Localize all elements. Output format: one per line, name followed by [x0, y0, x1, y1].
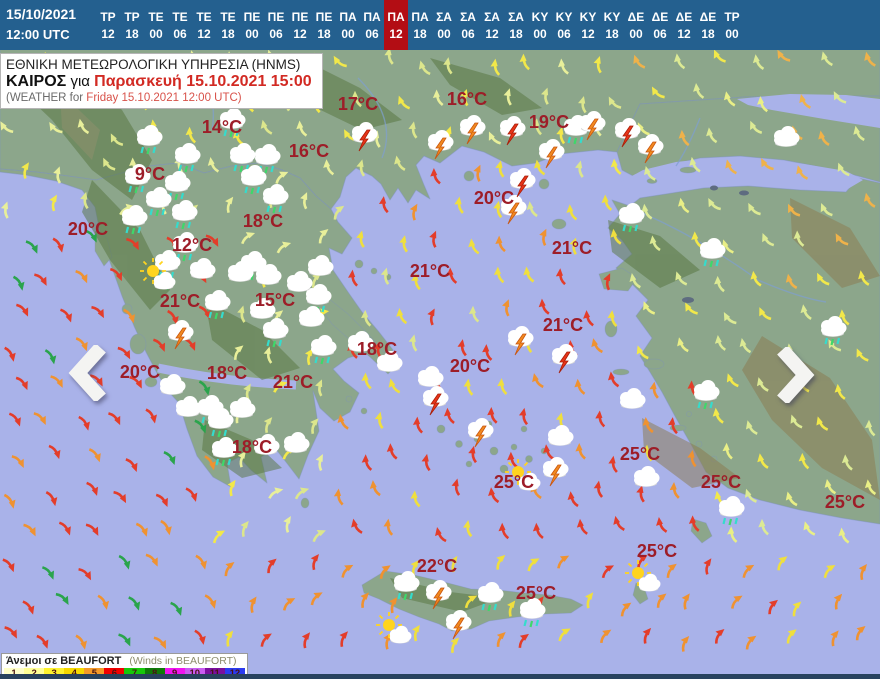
temperature-label: 18°C [207, 363, 247, 383]
temperature-label: 21°C [273, 372, 313, 392]
temperature-labels-layer: 14°C 17°C 16°C 19°C 16°C 9°C 20°C 18°C 20°C 12°C 2… [68, 89, 865, 603]
temperature-label: 20°C [450, 356, 490, 376]
bottom-border-bar [0, 674, 880, 679]
timestep-cell[interactable]: ΔΕ 00 [627, 9, 645, 41]
timestep-cell[interactable]: ΤΡ 18 [124, 9, 140, 41]
timestep-cell[interactable]: ΠΑ 00 [339, 9, 357, 41]
legend-subtitle: (Winds in BEAUFORT) [129, 655, 237, 667]
temperature-label: 17°C [338, 94, 378, 114]
temperature-label: 25°C [637, 541, 677, 561]
temperature-label: 19°C [529, 112, 569, 132]
timestep-cell[interactable]: ΤΕ 12 [196, 9, 212, 41]
forecast-title: ΚΑΙΡΟΣ για Παρασκευή 15.10.2021 15:00 [6, 73, 316, 91]
temperature-label: 18°C [357, 339, 397, 359]
temperature-label: 20°C [474, 188, 514, 208]
beaufort-legend: Άνεμοι σε BEAUFORT (Winds in BEAUFORT) 1… [1, 653, 248, 679]
prev-arrow-button[interactable] [66, 345, 108, 401]
temperature-label: 25°C [494, 472, 534, 492]
beaufort-scale-cell: 8 [144, 668, 165, 679]
beaufort-scale-cell: 6 [104, 668, 125, 679]
timestep-cell[interactable]: ΚΥ 18 [603, 9, 621, 41]
timestep-cell[interactable]: ΠΕ 12 [291, 9, 309, 41]
beaufort-scale-cell: 5 [84, 668, 105, 679]
temperature-label: 25°C [620, 444, 660, 464]
temperature-label: 25°C [825, 492, 865, 512]
forecast-subtitle: (WEATHER for Friday 15.10.2021 12:00 UTC… [6, 92, 316, 104]
timestep-cell[interactable]: ΤΕ 00 [148, 9, 164, 41]
temperature-label: 12°C [172, 235, 212, 255]
temperature-label: 25°C [701, 472, 741, 492]
temperature-label: 21°C [410, 261, 450, 281]
temperature-label: 21°C [543, 315, 583, 335]
forecast-label: ΚΑΙΡΟΣ [6, 73, 67, 90]
beaufort-scale-cell: 3 [44, 668, 65, 679]
temperature-label: 9°C [135, 164, 165, 184]
legend-title: Άνεμοι σε BEAUFORT [6, 655, 122, 667]
next-arrow-button[interactable] [775, 347, 817, 403]
beaufort-scale-cell: 1 [4, 668, 25, 679]
timeline-bar: 15/10/2021 12:00 UTC ΤΡ 12 ΤΡ 18 ΤΕ 00 ΤΕ 06 ΤΕ 1… [0, 0, 880, 50]
timestep-cell[interactable]: ΤΡ 12 [100, 9, 116, 41]
timestep-cell[interactable]: ΚΥ 06 [555, 9, 573, 41]
timestep-cell[interactable]: ΤΕ 18 [220, 9, 236, 41]
timestep-cell[interactable]: ΔΕ 06 [651, 9, 669, 41]
run-datetime: 15/10/2021 12:00 UTC [0, 0, 96, 50]
temperature-label: 20°C [68, 219, 108, 239]
timestep-cell[interactable]: ΠΑ 06 [363, 9, 381, 41]
timestep-cell[interactable]: ΔΕ 18 [699, 9, 717, 41]
timestep-cell[interactable]: ΣΑ 12 [484, 9, 500, 41]
timestep-cell[interactable]: ΣΑ 00 [436, 9, 452, 41]
temperature-label: 25°C [516, 583, 556, 603]
timestep-cell[interactable]: ΤΡ 00 [724, 9, 740, 41]
temperature-label: 18°C [243, 211, 283, 231]
beaufort-scale-cell: 4 [64, 668, 85, 679]
temperature-label: 18°C [232, 437, 272, 457]
timestep-cell[interactable]: ΠΕ 06 [267, 9, 285, 41]
temperature-label: 14°C [202, 117, 242, 137]
timestep-cell[interactable]: ΣΑ 06 [460, 9, 476, 41]
forecast-datetime-local: Παρασκευή 15.10.2021 15:00 [94, 73, 312, 90]
run-date: 15/10/2021 [6, 6, 77, 22]
temperature-label: 15°C [255, 290, 295, 310]
timestep-cell[interactable]: ΔΕ 12 [675, 9, 693, 41]
beaufort-scale: 123456789101112 [4, 668, 245, 679]
beaufort-scale-cell: 12 [224, 668, 245, 679]
lakes [682, 185, 749, 303]
beaufort-scale-cell: 9 [164, 668, 185, 679]
forecast-datetime-utc: Friday 15.10.2021 12:00 UTC) [86, 92, 242, 104]
beaufort-scale-cell: 11 [204, 668, 225, 679]
agency-title: ΕΘΝΙΚΗ ΜΕΤΕΩΡΟΛΟΓΙΚΗ ΥΠΗΡΕΣΙΑ (HNMS) [6, 57, 301, 72]
timestep-cell[interactable]: ΠΕ 18 [315, 9, 333, 41]
temperature-label: 16°C [447, 89, 487, 109]
timestep-cell[interactable]: ΚΥ 12 [579, 9, 597, 41]
header-info-box: ΕΘΝΙΚΗ ΜΕΤΕΩΡΟΛΟΓΙΚΗ ΥΠΗΡΕΣΙΑ (HNMS) ΚΑΙ… [0, 53, 323, 109]
timestep-cell[interactable]: ΠΕ 00 [243, 9, 261, 41]
chevron-left-icon [68, 345, 106, 401]
timestep-cell[interactable]: ΠΑ 18 [411, 9, 429, 41]
beaufort-scale-cell: 2 [24, 668, 45, 679]
timestep-cell[interactable]: ΤΕ 06 [172, 9, 188, 41]
chevron-right-icon [777, 347, 815, 403]
temperature-label: 20°C [120, 362, 160, 382]
temperature-label: 21°C [552, 238, 592, 258]
beaufort-scale-cell: 10 [184, 668, 205, 679]
run-time: 12:00 UTC [6, 27, 70, 42]
timestep-cell[interactable]: ΣΑ 18 [508, 9, 524, 41]
timestep-cell-selected[interactable]: ΠΑ 12 [384, 0, 408, 50]
marmara-sea [619, 158, 863, 193]
temperature-label: 22°C [417, 556, 457, 576]
temperature-label: 16°C [289, 141, 329, 161]
for-word: για [70, 73, 90, 90]
island-rhodes [690, 518, 713, 544]
temperature-label: 21°C [160, 291, 200, 311]
timestep-columns: ΤΡ 12 ΤΡ 18 ΤΕ 00 ΤΕ 06 ΤΕ 12 ΤΕ 18 ΠΕ 00 ΠΕ 06 ΠΕ 12 ΠΕ 18… [96, 0, 744, 50]
beaufort-scale-cell: 7 [124, 668, 145, 679]
timestep-cell[interactable]: ΚΥ 00 [531, 9, 549, 41]
land-greece [0, 162, 394, 488]
forecast-subtitle-prefix: (WEATHER for [6, 92, 84, 104]
